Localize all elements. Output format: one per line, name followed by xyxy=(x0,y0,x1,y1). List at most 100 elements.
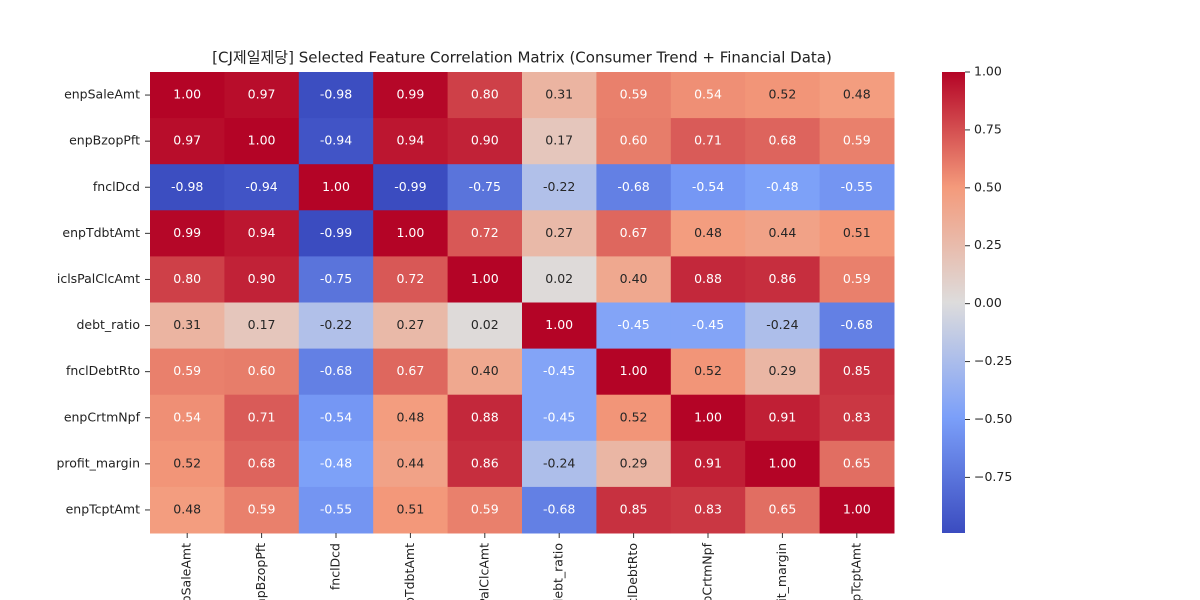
cell-label: 0.59 xyxy=(843,133,871,148)
heatmap-cell xyxy=(596,486,672,534)
cell-label: 0.88 xyxy=(471,409,499,424)
heatmap-cell xyxy=(670,256,746,303)
heatmap-cell xyxy=(447,302,523,350)
heatmap-cell xyxy=(819,302,895,350)
heatmap-cell xyxy=(670,210,746,257)
heatmap-cell xyxy=(670,302,746,350)
cell-label: 0.59 xyxy=(173,363,201,378)
colorbar-tick-label: 1.00 xyxy=(974,64,1002,79)
heatmap-cell xyxy=(373,210,449,257)
heatmap-cell xyxy=(447,210,523,257)
heatmap-cell xyxy=(150,118,225,165)
cell-label: 0.54 xyxy=(694,87,722,102)
cell-label: 0.67 xyxy=(620,225,648,240)
heatmap-cell xyxy=(373,394,449,442)
cell-label: -0.94 xyxy=(245,179,277,194)
colorbar-tick-label: −0.50 xyxy=(974,411,1012,426)
colorbar-tick-label: 0.00 xyxy=(974,295,1002,310)
cell-label: 0.52 xyxy=(694,363,722,378)
heatmap-cell xyxy=(447,72,523,119)
cell-label: 0.17 xyxy=(248,317,276,332)
cell-label: 1.00 xyxy=(843,501,871,516)
heatmap-cell xyxy=(596,348,672,396)
cell-label: 0.02 xyxy=(471,317,499,332)
cell-label: 0.02 xyxy=(545,271,573,286)
heatmap-cell xyxy=(596,302,672,350)
cell-label: 0.29 xyxy=(620,455,648,470)
cell-label: 0.48 xyxy=(173,501,201,516)
cell-label: -0.45 xyxy=(617,317,649,332)
heatmap-cell xyxy=(745,164,821,211)
cell-label: 0.90 xyxy=(248,271,276,286)
heatmap-cell xyxy=(373,486,449,534)
cell-label: -0.45 xyxy=(543,363,575,378)
y-tick-label: enpTcptAmt xyxy=(66,501,140,516)
colorbar xyxy=(942,72,965,533)
heatmap-cell xyxy=(596,440,672,488)
cell-label: 0.29 xyxy=(768,363,796,378)
heatmap-cell xyxy=(373,118,449,165)
cell-label: 1.00 xyxy=(396,225,424,240)
cell-label: 0.59 xyxy=(620,87,648,102)
cell-label: 0.31 xyxy=(545,87,573,102)
cell-label: -0.48 xyxy=(766,179,798,194)
cell-label: 0.72 xyxy=(396,271,424,286)
colorbar-tick-label: −0.25 xyxy=(974,353,1012,368)
heatmap-cell xyxy=(298,256,374,303)
heatmap-cell xyxy=(745,72,821,119)
cell-label: 0.91 xyxy=(694,455,722,470)
cell-label: -0.75 xyxy=(469,179,501,194)
heatmap-cell xyxy=(745,256,821,303)
heatmap-cell xyxy=(447,118,523,165)
cell-label: 0.80 xyxy=(173,271,201,286)
y-tick-label: enpBzopPft xyxy=(69,133,140,148)
cell-label: 0.27 xyxy=(545,225,573,240)
cell-label: -0.55 xyxy=(320,501,352,516)
cell-label: 0.97 xyxy=(248,87,276,102)
heatmap-cell xyxy=(745,394,821,442)
heatmap-cell xyxy=(150,72,225,119)
heatmap-cell xyxy=(298,440,374,488)
cell-label: 0.83 xyxy=(694,501,722,516)
cell-label: 1.00 xyxy=(248,133,276,148)
heatmap-cell xyxy=(596,118,672,165)
x-tick-label: enpBzopPft xyxy=(253,543,268,600)
heatmap-cell xyxy=(745,348,821,396)
heatmap-cell xyxy=(447,164,523,211)
heatmap-cell xyxy=(670,72,746,119)
heatmap-cell xyxy=(447,486,523,534)
heatmap-cell xyxy=(373,302,449,350)
cell-label: 0.51 xyxy=(843,225,871,240)
cell-label: -0.99 xyxy=(320,225,352,240)
heatmap-cell xyxy=(373,348,449,396)
heatmap-cell xyxy=(298,394,374,442)
cell-label: -0.98 xyxy=(320,87,352,102)
heatmap-cell xyxy=(447,440,523,488)
heatmap-cell xyxy=(224,302,300,350)
cell-label: -0.99 xyxy=(394,179,426,194)
cell-label: 0.60 xyxy=(248,363,276,378)
heatmap-cell xyxy=(596,256,672,303)
heatmap-cell xyxy=(522,256,597,303)
cell-label: 0.48 xyxy=(843,87,871,102)
heatmap-cell xyxy=(224,348,300,396)
cell-label: 1.00 xyxy=(322,179,350,194)
cell-label: 1.00 xyxy=(545,317,573,332)
heatmap-cell xyxy=(150,440,225,488)
heatmap-cell xyxy=(670,348,746,396)
y-tick-label: enpCrtmNpf xyxy=(64,409,141,424)
heatmap-cell xyxy=(670,440,746,488)
heatmap-cell xyxy=(150,394,225,442)
cell-label: 0.60 xyxy=(620,133,648,148)
heatmap-cell xyxy=(819,210,895,257)
heatmap-cell xyxy=(670,394,746,442)
cell-label: 0.40 xyxy=(471,363,499,378)
cell-label: -0.24 xyxy=(543,455,575,470)
heatmap-cell xyxy=(298,210,374,257)
heatmap-cell xyxy=(670,118,746,165)
heatmap-cell xyxy=(522,394,597,442)
y-tick-label: enpTdbtAmt xyxy=(62,225,140,240)
heatmap-cell xyxy=(745,118,821,165)
heatmap-cell xyxy=(298,302,374,350)
cell-label: 0.65 xyxy=(768,501,796,516)
